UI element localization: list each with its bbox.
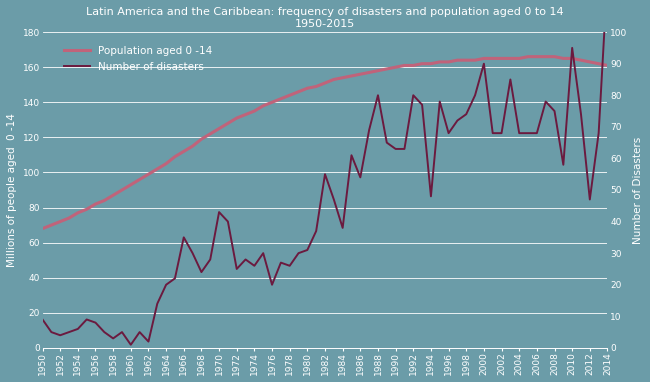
Title: Latin America and the Caribbean: frequency of disasters and population aged 0 to: Latin America and the Caribbean: frequen…: [86, 7, 564, 29]
Y-axis label: Millions of people aged  0 -14: Millions of people aged 0 -14: [7, 113, 17, 267]
Legend: Population aged 0 -14, Number of disasters: Population aged 0 -14, Number of disaste…: [60, 42, 216, 76]
Y-axis label: Number of Disasters: Number of Disasters: [633, 136, 643, 244]
